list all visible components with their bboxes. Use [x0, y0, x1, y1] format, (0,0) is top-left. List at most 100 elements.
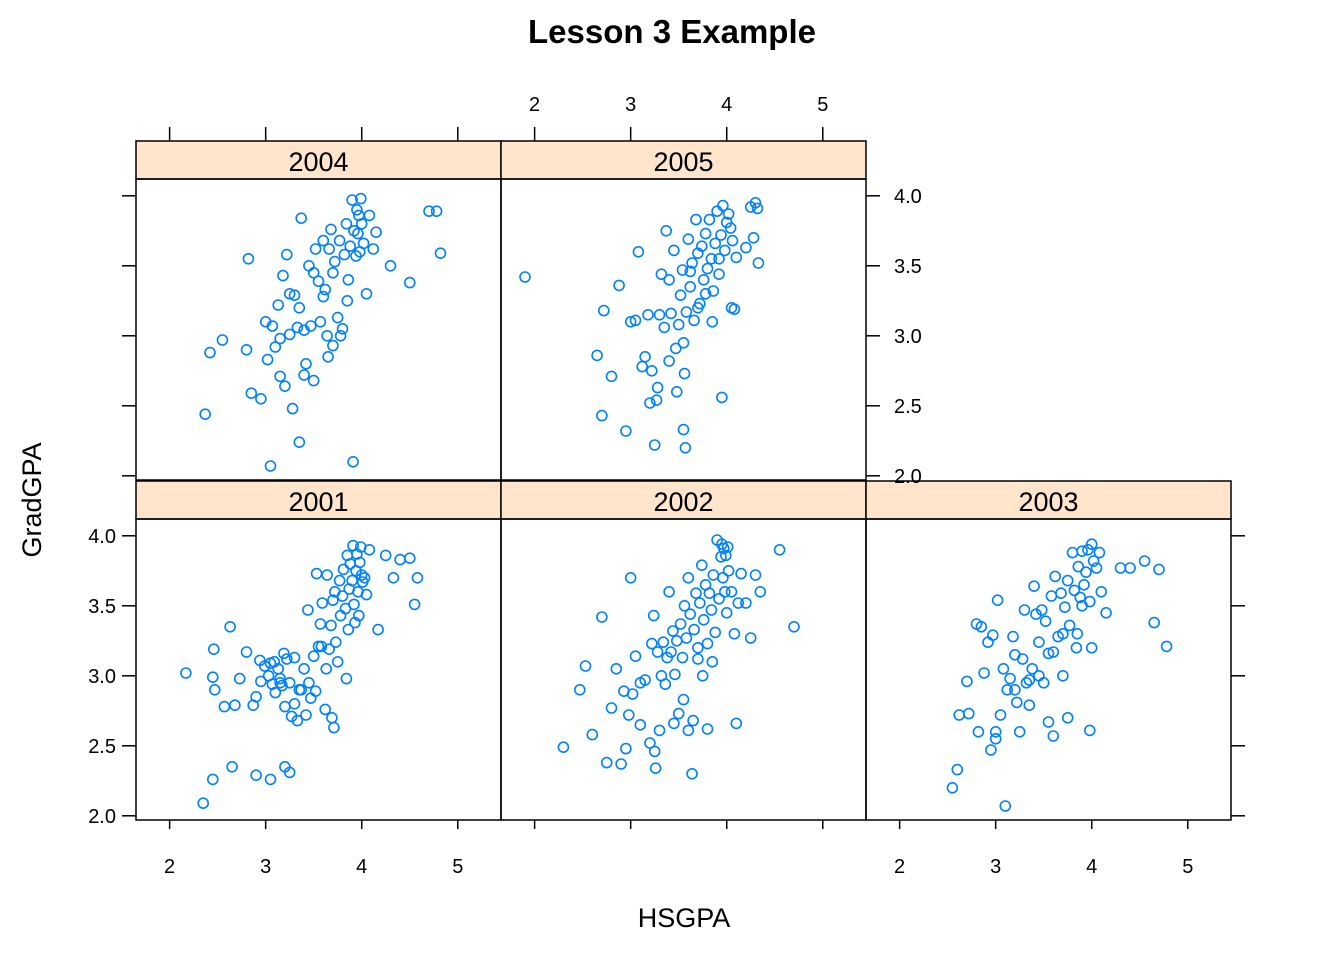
point-2003-58 — [1095, 585, 1108, 598]
point-2002-56 — [717, 571, 729, 584]
point-2005-7 — [624, 315, 637, 328]
point-2004-58 — [367, 243, 380, 255]
point-2003-17 — [1001, 683, 1014, 696]
point-2002-72 — [788, 620, 800, 633]
point-2004-35 — [325, 223, 337, 236]
point-2005-26 — [674, 289, 687, 302]
point-2003-42 — [1061, 574, 1074, 587]
point-2004-36 — [327, 266, 339, 279]
point-2001-77 — [408, 598, 421, 611]
x-tick-label-bottom-2-4: 4 — [1086, 856, 1097, 878]
point-2003-67 — [1009, 683, 1021, 696]
point-2003-26 — [1023, 699, 1036, 712]
point-2004-64 — [434, 247, 447, 259]
point-2003-24 — [1018, 604, 1031, 616]
point-2004-5 — [245, 387, 258, 400]
point-2005-30 — [682, 233, 695, 245]
point-2004-46 — [347, 455, 359, 468]
panel-2002: 2002 — [500, 480, 867, 821]
point-2003-72 — [1047, 646, 1060, 658]
point-2002-45 — [697, 613, 710, 626]
point-2005-22 — [665, 307, 677, 320]
point-2004-62 — [423, 205, 435, 217]
point-2002-49 — [705, 604, 718, 616]
point-2003-54 — [1085, 538, 1098, 551]
x-tick-label-top-1-3: 3 — [625, 94, 636, 116]
point-2003-65 — [1160, 640, 1173, 653]
point-2004-12 — [272, 299, 285, 311]
point-2005-0 — [519, 271, 531, 283]
point-2002-38 — [684, 608, 697, 621]
point-2005-18 — [655, 268, 668, 281]
x-tick-label-top-1-2: 2 — [529, 94, 540, 116]
point-2001-44 — [325, 619, 337, 632]
panel-2004: 2004 — [135, 140, 502, 481]
point-2003-63 — [1148, 616, 1160, 629]
point-2004-66 — [317, 290, 330, 303]
panel-box-2004 — [135, 178, 502, 481]
point-2005-15 — [648, 439, 661, 451]
point-2002-17 — [644, 737, 656, 749]
point-2004-20 — [291, 321, 304, 334]
point-2002-60 — [720, 606, 733, 619]
point-2003-57 — [1093, 546, 1106, 559]
panel-box-2002 — [500, 518, 867, 821]
point-2005-17 — [653, 308, 666, 321]
point-2005-66 — [670, 385, 683, 398]
point-2005-50 — [718, 244, 731, 257]
point-2003-18 — [1004, 672, 1016, 685]
point-2001-4 — [218, 700, 231, 713]
point-2001-1 — [207, 671, 219, 684]
point-2001-93 — [349, 616, 361, 629]
point-2005-73 — [725, 301, 738, 314]
point-2005-24 — [669, 342, 682, 355]
point-2001-31 — [300, 709, 312, 721]
point-2004-71 — [298, 369, 310, 381]
point-2005-21 — [663, 355, 675, 367]
point-2002-28 — [665, 646, 677, 658]
point-2005-57 — [740, 241, 752, 254]
point-2003-1 — [951, 763, 964, 776]
point-2003-75 — [1085, 641, 1098, 654]
panel-box-2003 — [865, 518, 1232, 821]
point-2004-38 — [331, 311, 344, 324]
point-2003-76 — [1071, 627, 1084, 640]
point-2001-42 — [321, 569, 333, 581]
y-tick-label-right-4.0: 4.0 — [894, 186, 922, 208]
point-2002-44 — [695, 559, 708, 572]
point-2002-83 — [696, 669, 709, 682]
point-2001-56 — [342, 623, 355, 636]
point-2002-12 — [624, 571, 637, 584]
point-2003-44 — [1066, 546, 1079, 559]
point-2002-11 — [622, 709, 635, 721]
point-2003-23 — [1016, 653, 1029, 665]
point-2001-23 — [279, 700, 291, 713]
point-2005-25 — [672, 318, 685, 331]
chart-title: Lesson 3 Example — [528, 13, 816, 50]
point-2002-67 — [740, 597, 752, 609]
point-2002-7 — [610, 662, 623, 675]
point-2003-15 — [997, 662, 1010, 675]
point-2002-0 — [557, 741, 570, 754]
point-2003-60 — [1114, 562, 1127, 574]
point-2002-25 — [659, 678, 672, 691]
point-2005-29 — [680, 306, 693, 318]
point-2001-28 — [291, 714, 304, 727]
point-2001-85 — [283, 766, 296, 779]
point-2002-4 — [596, 611, 608, 623]
point-2001-43 — [323, 643, 335, 656]
point-2001-82 — [250, 769, 262, 782]
point-2001-55 — [340, 672, 353, 685]
point-2004-14 — [277, 269, 289, 282]
point-2001-33 — [304, 692, 317, 705]
point-2001-79 — [197, 797, 209, 810]
point-2003-39 — [1055, 587, 1067, 600]
point-2004-22 — [295, 212, 308, 224]
point-2001-90 — [315, 640, 328, 653]
x-tick-label-bottom-0-5: 5 — [452, 856, 463, 878]
point-2002-75 — [677, 693, 690, 706]
point-2001-51 — [334, 609, 347, 622]
point-2003-10 — [985, 744, 997, 756]
point-2002-5 — [600, 756, 613, 769]
point-2001-61 — [348, 598, 360, 611]
